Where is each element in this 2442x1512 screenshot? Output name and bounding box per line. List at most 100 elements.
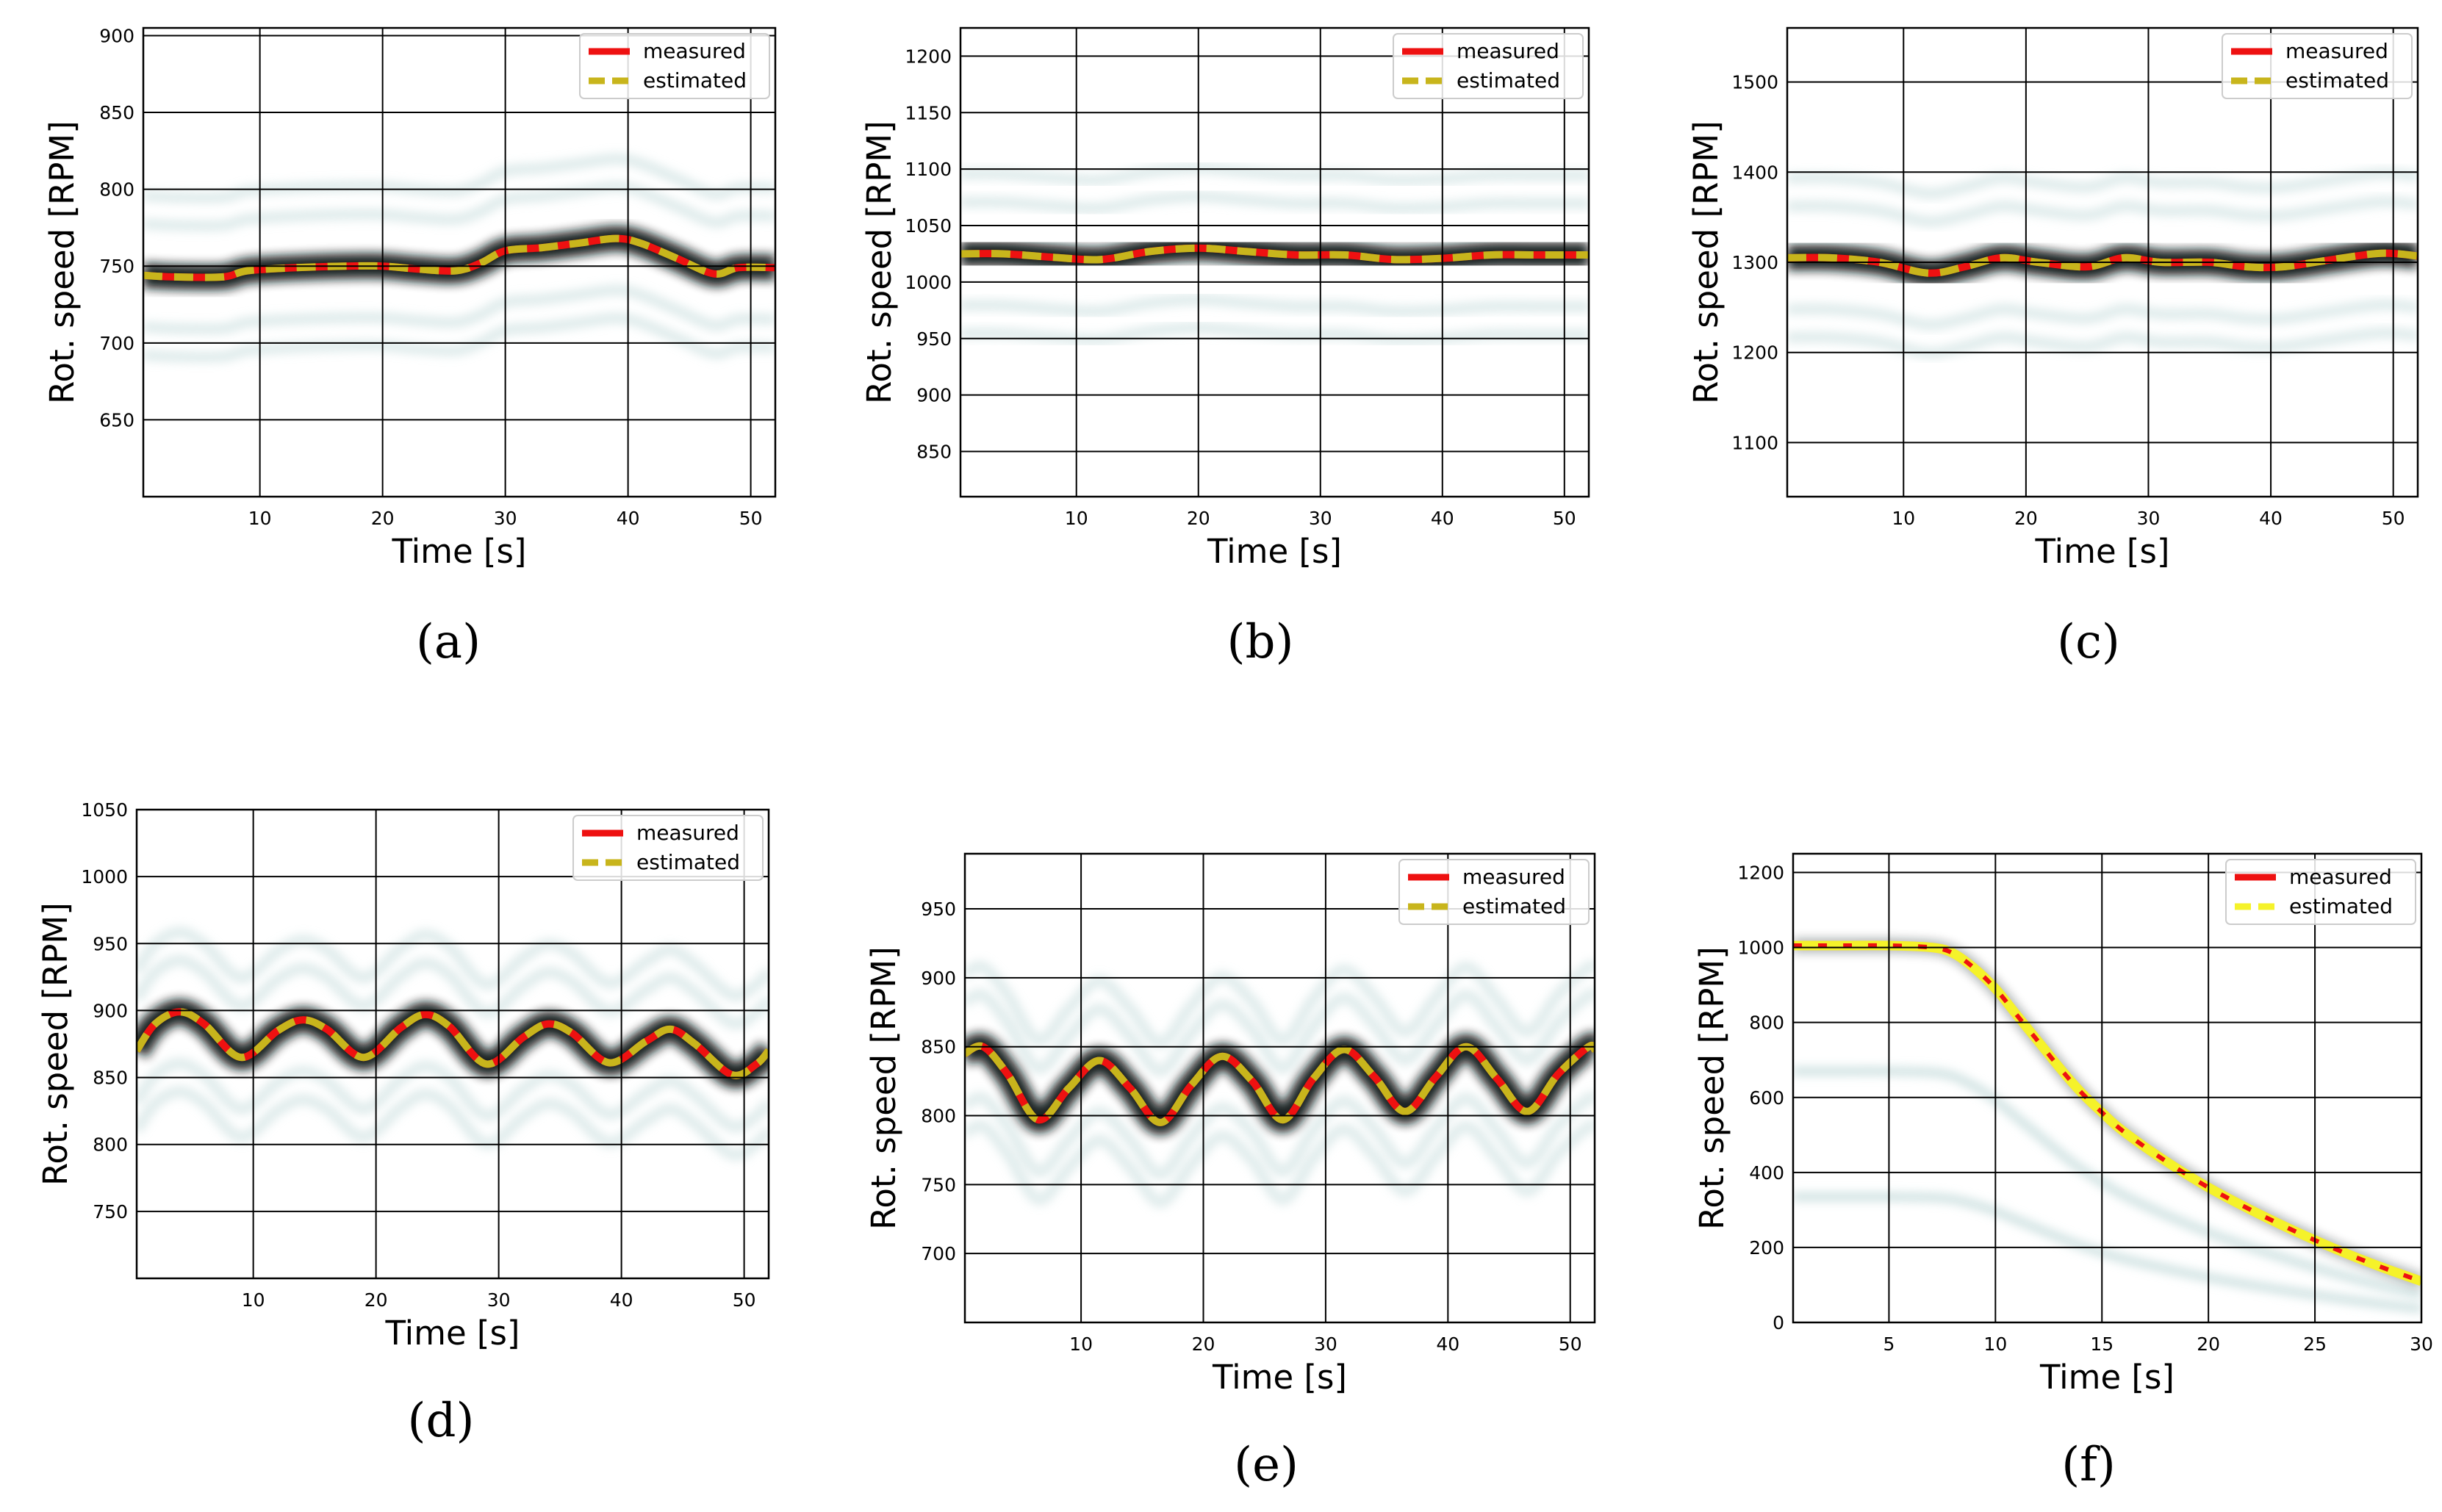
x-tick-label: 50 bbox=[2382, 508, 2405, 529]
y-axis-label: Rot. speed [RPM] bbox=[1692, 946, 1731, 1230]
y-tick-label: 1050 bbox=[81, 799, 128, 821]
legend-label-measured: measured bbox=[1457, 39, 1559, 63]
y-tick-label: 1300 bbox=[1731, 252, 1778, 273]
axes-frame bbox=[963, 852, 1596, 1324]
y-tick-label: 900 bbox=[99, 25, 134, 46]
x-tick-label: 50 bbox=[1553, 508, 1576, 529]
x-tick-label: 10 bbox=[248, 508, 272, 529]
spectrum-harmonic bbox=[1787, 168, 2418, 200]
x-tick-label: 30 bbox=[494, 508, 517, 529]
x-axis-label: Time [s] bbox=[2039, 1358, 2175, 1397]
x-tick-label: 20 bbox=[2197, 1333, 2220, 1355]
panel-caption: (f) bbox=[2061, 1438, 2116, 1492]
panel-e: 10 20 30 40 50 700 750 800 850 900 950 Time [s] Rot.… bbox=[864, 852, 1596, 1492]
x-tick-label: 20 bbox=[2014, 508, 2038, 529]
x-tick-label: 30 bbox=[1309, 508, 1332, 529]
spectrum-harmonic bbox=[965, 1091, 1595, 1181]
x-tick-label: 50 bbox=[1559, 1333, 1582, 1355]
x-tick-label: 30 bbox=[1314, 1333, 1337, 1355]
y-tick-label: 700 bbox=[921, 1243, 956, 1264]
legend-label-measured: measured bbox=[643, 39, 746, 63]
x-axis-label: Time [s] bbox=[1212, 1358, 1347, 1397]
y-tick-label: 1200 bbox=[1731, 342, 1778, 364]
y-axis-label: Rot. speed [RPM] bbox=[36, 902, 75, 1186]
panel-b: 10 20 30 40 50 850 900 950 1000 1050 1100 1150 1200 T… bbox=[860, 26, 1590, 669]
x-tick-label: 20 bbox=[371, 508, 395, 529]
series-estimated bbox=[960, 244, 1589, 264]
plot-content bbox=[137, 926, 769, 1162]
panel-f: 5 10 15 20 25 30 0 200 400 600 800 1000 1200 Time [s]… bbox=[1692, 852, 2433, 1492]
spectrum-harmonic bbox=[960, 293, 1589, 317]
plot-content bbox=[143, 153, 775, 364]
legend-label-estimated: estimated bbox=[2285, 68, 2389, 93]
y-axis-label: Rot. speed [RPM] bbox=[864, 946, 903, 1230]
x-tick-label: 30 bbox=[2137, 508, 2161, 529]
y-tick-label: 1050 bbox=[905, 215, 952, 237]
x-axis-label: Time [s] bbox=[392, 532, 527, 571]
legend-label-estimated: estimated bbox=[1457, 68, 1560, 93]
spectrum-harmonic bbox=[1793, 1191, 2421, 1314]
spectrum-harmonic bbox=[960, 322, 1589, 345]
series-estimated bbox=[137, 1008, 769, 1079]
spectrum-harmonic bbox=[965, 1119, 1595, 1209]
axes-frame bbox=[1786, 26, 2419, 498]
x-tick-label: 50 bbox=[739, 508, 763, 529]
panel-caption: (c) bbox=[2057, 615, 2120, 669]
plot-content bbox=[960, 162, 1589, 345]
x-tick-label: 10 bbox=[1983, 1333, 2007, 1355]
y-tick-label: 850 bbox=[921, 1037, 956, 1058]
x-axis-label: Time [s] bbox=[1207, 532, 1342, 571]
y-tick-label: 850 bbox=[93, 1068, 128, 1089]
legend-label-measured: measured bbox=[636, 821, 739, 845]
spectrum-harmonic bbox=[960, 190, 1589, 215]
x-tick-label: 20 bbox=[1192, 1333, 1215, 1355]
y-tick-label: 1200 bbox=[1737, 863, 1784, 884]
x-tick-label: 10 bbox=[1892, 508, 1915, 529]
panel-a: 10 20 30 40 50 650 700 750 800 850 900 Time [s] Rot.… bbox=[43, 25, 777, 669]
x-tick-label: 5 bbox=[1883, 1333, 1895, 1355]
spectrum-harmonic bbox=[137, 926, 769, 1002]
y-tick-label: 800 bbox=[99, 179, 134, 201]
axes-frame bbox=[1792, 852, 2423, 1324]
y-tick-label: 1500 bbox=[1731, 72, 1778, 93]
x-axis-label: Time [s] bbox=[385, 1314, 520, 1353]
x-tick-label: 40 bbox=[1436, 1333, 1459, 1355]
spectrum-harmonic bbox=[1787, 298, 2418, 331]
y-tick-label: 700 bbox=[99, 333, 134, 354]
legend-label-estimated: estimated bbox=[1462, 894, 1566, 918]
panel-caption: (d) bbox=[408, 1394, 475, 1448]
y-tick-label: 950 bbox=[93, 933, 128, 954]
x-tick-label: 40 bbox=[2259, 508, 2283, 529]
y-tick-label: 750 bbox=[921, 1174, 956, 1195]
spectrum-harmonic bbox=[137, 1085, 769, 1162]
x-tick-label: 50 bbox=[733, 1289, 756, 1311]
y-tick-label: 1000 bbox=[81, 866, 128, 888]
y-tick-label: 1200 bbox=[905, 46, 952, 67]
x-tick-label: 25 bbox=[2303, 1333, 2327, 1355]
legend-label-measured: measured bbox=[1462, 865, 1565, 889]
y-tick-label: 400 bbox=[1749, 1162, 1784, 1184]
spectrum-harmonic bbox=[143, 153, 775, 204]
x-tick-label: 30 bbox=[487, 1289, 511, 1311]
series-estimated bbox=[965, 1041, 1595, 1126]
y-tick-label: 0 bbox=[1773, 1312, 1784, 1333]
y-tick-label: 850 bbox=[916, 442, 952, 463]
y-tick-label: 900 bbox=[93, 1000, 128, 1021]
x-tick-label: 40 bbox=[610, 1289, 633, 1311]
x-axis-label: Time [s] bbox=[2035, 532, 2170, 571]
axes-frame bbox=[135, 808, 770, 1280]
x-tick-label: 10 bbox=[1069, 1333, 1093, 1355]
panel-caption: (a) bbox=[416, 615, 481, 669]
x-tick-label: 40 bbox=[1431, 508, 1454, 529]
x-tick-label: 20 bbox=[1187, 508, 1210, 529]
x-tick-label: 30 bbox=[2410, 1333, 2433, 1355]
y-tick-label: 800 bbox=[93, 1134, 128, 1156]
legend-label-estimated: estimated bbox=[643, 68, 747, 93]
y-tick-label: 950 bbox=[916, 328, 952, 350]
x-tick-label: 10 bbox=[242, 1289, 265, 1311]
panel-caption: (b) bbox=[1227, 615, 1294, 669]
y-tick-label: 1100 bbox=[905, 159, 952, 180]
series-estimated bbox=[143, 234, 775, 281]
y-axis-label: Rot. speed [RPM] bbox=[860, 120, 899, 404]
